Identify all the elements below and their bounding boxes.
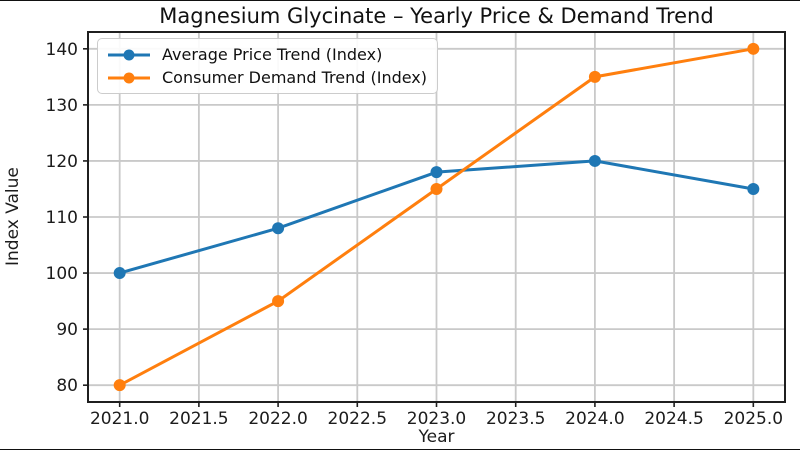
legend-label: Average Price Trend (Index): [162, 45, 383, 64]
y-tick-label: 120: [46, 152, 78, 172]
legend-line-marker-icon: [108, 49, 150, 60]
data-point-series-0: [430, 166, 443, 179]
data-point-series-0: [747, 182, 760, 195]
x-tick-label: 2021.5: [169, 409, 228, 429]
legend-label: Consumer Demand Trend (Index): [162, 68, 428, 87]
x-tick-label: 2022.5: [328, 409, 387, 429]
x-tick-label: 2023.0: [407, 409, 466, 429]
x-axis-label: Year: [418, 427, 455, 447]
y-tick-label: 90: [56, 320, 78, 340]
legend-line-marker-icon: [108, 72, 150, 83]
legend-item-0: Average Price Trend (Index): [106, 43, 427, 66]
x-tick-label: 2023.5: [486, 409, 545, 429]
data-point-series-1: [430, 182, 443, 195]
data-point-series-0: [588, 154, 601, 167]
x-tick-label: 2024.5: [644, 409, 703, 429]
x-tick-label: 2024.0: [565, 409, 624, 429]
data-point-series-0: [272, 222, 285, 235]
data-point-series-1: [113, 379, 126, 392]
chart-title: Magnesium Glycinate – Yearly Price & Dem…: [159, 4, 714, 28]
data-point-series-1: [272, 295, 285, 308]
legend-item-1: Consumer Demand Trend (Index): [106, 66, 427, 89]
x-tick-label: 2025.0: [724, 409, 783, 429]
data-point-series-1: [588, 70, 601, 83]
y-tick-label: 100: [46, 264, 78, 284]
y-tick-label: 140: [46, 40, 78, 60]
y-tick-label: 80: [56, 376, 78, 396]
x-tick-label: 2021.0: [90, 409, 149, 429]
data-point-series-0: [113, 267, 126, 280]
data-point-series-1: [747, 42, 760, 55]
y-tick-label: 130: [46, 96, 78, 116]
x-tick-label: 2022.0: [248, 409, 307, 429]
legend: Average Price Trend (Index) Consumer Dema…: [97, 38, 439, 94]
y-tick-label: 110: [46, 208, 78, 228]
